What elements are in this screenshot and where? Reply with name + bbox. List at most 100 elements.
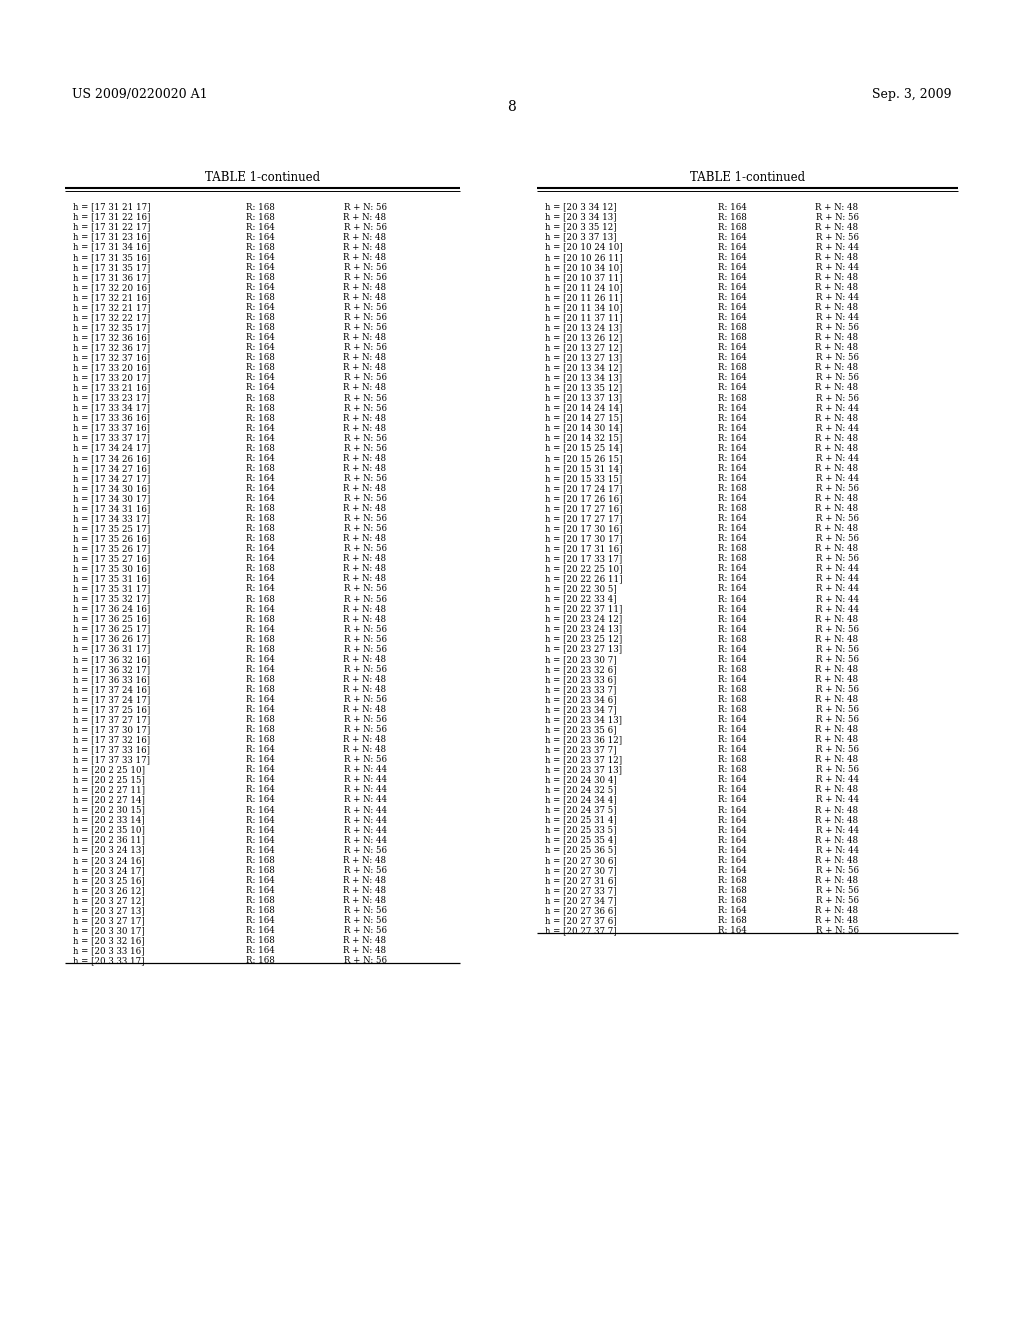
Text: h = [20 23 30 7]: h = [20 23 30 7] bbox=[545, 655, 616, 664]
Text: R + N: 48: R + N: 48 bbox=[815, 816, 858, 825]
Text: R + N: 48: R + N: 48 bbox=[343, 746, 387, 754]
Text: h = [17 33 37 17]: h = [17 33 37 17] bbox=[73, 434, 150, 442]
Text: R + N: 56: R + N: 56 bbox=[343, 594, 386, 603]
Text: R: 164: R: 164 bbox=[718, 574, 746, 583]
Text: R + N: 56: R + N: 56 bbox=[343, 755, 386, 764]
Text: R: 168: R: 168 bbox=[246, 273, 274, 282]
Text: R + N: 56: R + N: 56 bbox=[343, 474, 386, 483]
Text: h = [17 31 34 16]: h = [17 31 34 16] bbox=[73, 243, 151, 252]
Text: h = [20 11 37 11]: h = [20 11 37 11] bbox=[545, 313, 623, 322]
Text: R + N: 56: R + N: 56 bbox=[343, 494, 386, 503]
Text: h = [17 36 25 16]: h = [17 36 25 16] bbox=[73, 615, 151, 623]
Text: R: 164: R: 164 bbox=[718, 715, 746, 725]
Text: R: 164: R: 164 bbox=[718, 836, 746, 845]
Text: h = [17 31 35 16]: h = [17 31 35 16] bbox=[73, 253, 151, 261]
Text: R: 164: R: 164 bbox=[718, 474, 746, 483]
Text: R + N: 56: R + N: 56 bbox=[343, 434, 386, 442]
Text: R + N: 56: R + N: 56 bbox=[815, 927, 858, 935]
Text: R: 168: R: 168 bbox=[246, 313, 274, 322]
Text: R + N: 56: R + N: 56 bbox=[815, 393, 858, 403]
Text: R: 168: R: 168 bbox=[246, 644, 274, 653]
Text: R + N: 44: R + N: 44 bbox=[815, 585, 858, 594]
Text: h = [20 23 27 13]: h = [20 23 27 13] bbox=[545, 644, 623, 653]
Text: R: 164: R: 164 bbox=[246, 846, 274, 855]
Text: R: 168: R: 168 bbox=[718, 544, 746, 553]
Text: R + N: 44: R + N: 44 bbox=[815, 796, 858, 804]
Text: R + N: 56: R + N: 56 bbox=[343, 585, 386, 594]
Text: R: 164: R: 164 bbox=[718, 746, 746, 754]
Text: R: 168: R: 168 bbox=[718, 896, 746, 906]
Text: R: 164: R: 164 bbox=[718, 594, 746, 603]
Text: R: 168: R: 168 bbox=[246, 413, 274, 422]
Text: h = [17 34 27 16]: h = [17 34 27 16] bbox=[73, 463, 151, 473]
Text: R + N: 44: R + N: 44 bbox=[343, 825, 386, 834]
Text: R + N: 48: R + N: 48 bbox=[343, 936, 387, 945]
Text: R + N: 56: R + N: 56 bbox=[815, 374, 858, 383]
Text: R: 164: R: 164 bbox=[718, 454, 746, 463]
Text: R + N: 48: R + N: 48 bbox=[343, 946, 387, 956]
Text: R: 168: R: 168 bbox=[246, 855, 274, 865]
Text: R: 164: R: 164 bbox=[246, 232, 274, 242]
Text: R + N: 44: R + N: 44 bbox=[343, 766, 386, 775]
Text: R: 168: R: 168 bbox=[718, 504, 746, 513]
Text: R: 164: R: 164 bbox=[718, 354, 746, 362]
Text: R + N: 48: R + N: 48 bbox=[815, 282, 858, 292]
Text: R: 164: R: 164 bbox=[718, 424, 746, 433]
Text: R + N: 48: R + N: 48 bbox=[815, 223, 858, 231]
Text: R: 168: R: 168 bbox=[718, 554, 746, 564]
Text: R + N: 56: R + N: 56 bbox=[343, 635, 386, 644]
Text: h = [20 23 25 12]: h = [20 23 25 12] bbox=[545, 635, 623, 644]
Text: h = [20 3 26 12]: h = [20 3 26 12] bbox=[73, 886, 144, 895]
Text: R: 164: R: 164 bbox=[718, 775, 746, 784]
Text: R: 164: R: 164 bbox=[246, 796, 274, 804]
Text: R: 168: R: 168 bbox=[246, 444, 274, 453]
Text: h = [20 2 27 14]: h = [20 2 27 14] bbox=[73, 796, 144, 804]
Text: R + N: 56: R + N: 56 bbox=[343, 956, 386, 965]
Text: R: 164: R: 164 bbox=[246, 605, 274, 614]
Text: R + N: 48: R + N: 48 bbox=[815, 273, 858, 282]
Text: h = [20 3 34 13]: h = [20 3 34 13] bbox=[545, 213, 616, 222]
Text: h = [17 34 33 17]: h = [17 34 33 17] bbox=[73, 513, 150, 523]
Text: R + N: 48: R + N: 48 bbox=[815, 343, 858, 352]
Text: h = [20 23 33 6]: h = [20 23 33 6] bbox=[545, 675, 616, 684]
Text: h = [20 2 27 11]: h = [20 2 27 11] bbox=[73, 785, 145, 795]
Text: R: 164: R: 164 bbox=[246, 374, 274, 383]
Text: R: 164: R: 164 bbox=[718, 565, 746, 573]
Text: h = [17 32 21 16]: h = [17 32 21 16] bbox=[73, 293, 151, 302]
Text: R: 168: R: 168 bbox=[718, 886, 746, 895]
Text: h = [17 36 25 17]: h = [17 36 25 17] bbox=[73, 624, 151, 634]
Text: R: 164: R: 164 bbox=[718, 535, 746, 544]
Text: R: 164: R: 164 bbox=[718, 434, 746, 442]
Text: Sep. 3, 2009: Sep. 3, 2009 bbox=[872, 88, 952, 102]
Text: h = [20 3 32 16]: h = [20 3 32 16] bbox=[73, 936, 144, 945]
Text: h = [20 22 25 10]: h = [20 22 25 10] bbox=[545, 565, 623, 573]
Text: h = [20 13 35 12]: h = [20 13 35 12] bbox=[545, 383, 623, 392]
Text: h = [17 35 31 17]: h = [17 35 31 17] bbox=[73, 585, 151, 594]
Text: R + N: 48: R + N: 48 bbox=[343, 354, 387, 362]
Text: R + N: 56: R + N: 56 bbox=[815, 705, 858, 714]
Text: R: 164: R: 164 bbox=[246, 484, 274, 492]
Text: R: 168: R: 168 bbox=[246, 735, 274, 744]
Text: R + N: 56: R + N: 56 bbox=[343, 323, 386, 333]
Text: R: 164: R: 164 bbox=[718, 513, 746, 523]
Text: R + N: 48: R + N: 48 bbox=[343, 574, 387, 583]
Text: R: 164: R: 164 bbox=[718, 293, 746, 302]
Text: h = [17 37 25 16]: h = [17 37 25 16] bbox=[73, 705, 151, 714]
Text: R: 168: R: 168 bbox=[718, 916, 746, 925]
Text: h = [20 27 30 6]: h = [20 27 30 6] bbox=[545, 855, 616, 865]
Text: h = [20 25 35 4]: h = [20 25 35 4] bbox=[545, 836, 616, 845]
Text: h = [20 2 35 10]: h = [20 2 35 10] bbox=[73, 825, 144, 834]
Text: h = [20 25 36 5]: h = [20 25 36 5] bbox=[545, 846, 616, 855]
Text: R: 168: R: 168 bbox=[246, 635, 274, 644]
Text: h = [17 34 30 17]: h = [17 34 30 17] bbox=[73, 494, 151, 503]
Text: h = [20 17 27 16]: h = [20 17 27 16] bbox=[545, 504, 623, 513]
Text: R: 164: R: 164 bbox=[246, 624, 274, 634]
Text: h = [20 27 37 6]: h = [20 27 37 6] bbox=[545, 916, 616, 925]
Text: R + N: 56: R + N: 56 bbox=[815, 896, 858, 906]
Text: R: 164: R: 164 bbox=[718, 273, 746, 282]
Text: h = [20 13 37 13]: h = [20 13 37 13] bbox=[545, 393, 623, 403]
Text: R: 168: R: 168 bbox=[718, 755, 746, 764]
Text: h = [20 27 34 7]: h = [20 27 34 7] bbox=[545, 896, 616, 906]
Text: h = [20 25 33 5]: h = [20 25 33 5] bbox=[545, 825, 616, 834]
Text: R + N: 56: R + N: 56 bbox=[343, 202, 386, 211]
